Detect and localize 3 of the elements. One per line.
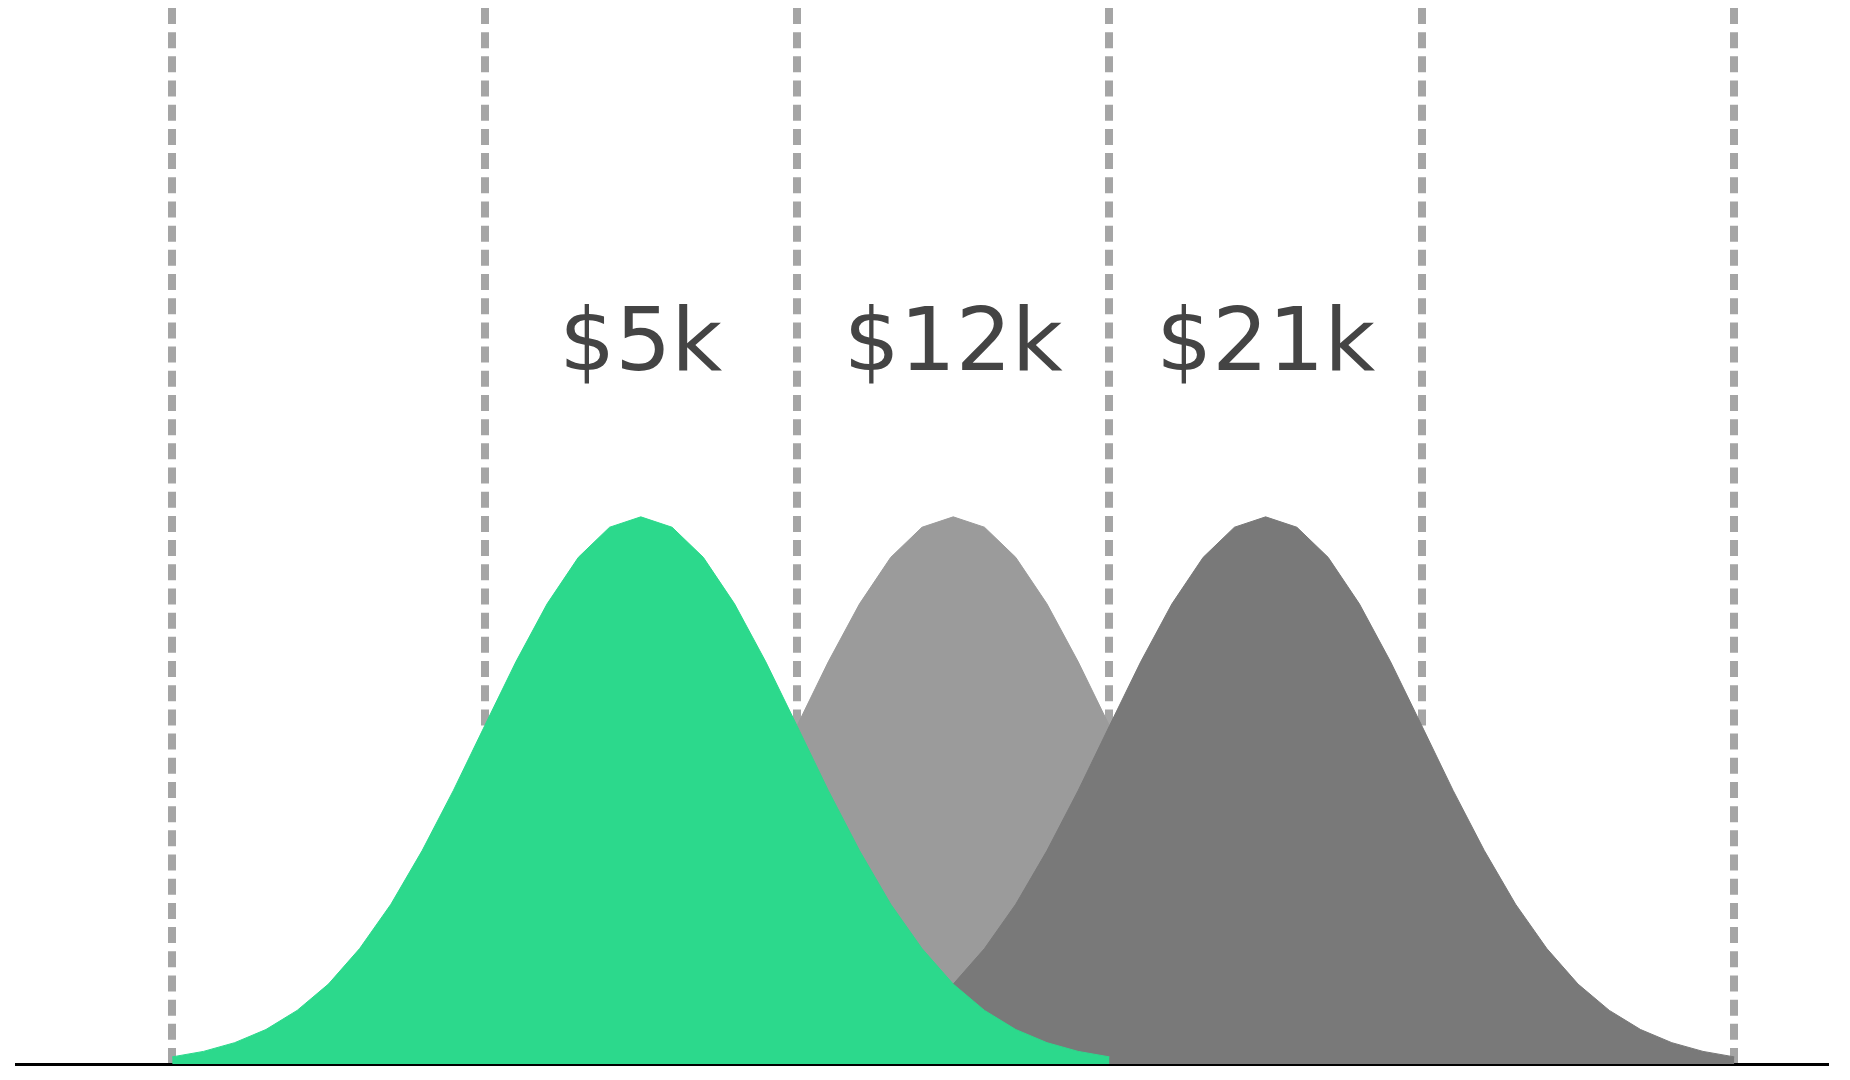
text: $21k [1156,287,1376,391]
text: $12k [843,287,1063,391]
text: $5k [559,287,723,391]
